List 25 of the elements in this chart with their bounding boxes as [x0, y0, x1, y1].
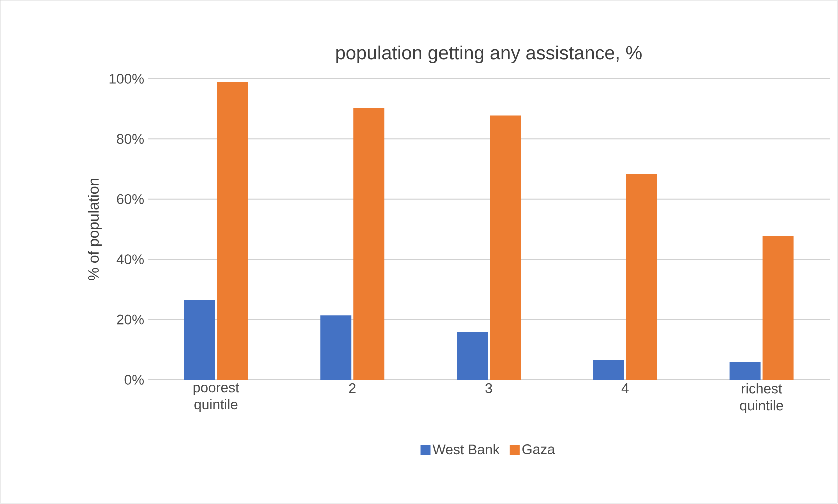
x-tick-label: 3 [486, 383, 492, 394]
bar [320, 316, 352, 380]
bar [762, 236, 794, 380]
x-tick-label: 2 [349, 383, 356, 394]
y-tick-label: 0% [124, 375, 144, 385]
x-tick-label: 4 [622, 384, 629, 394]
y-tick-label: 80% [117, 134, 144, 144]
bar [593, 360, 624, 380]
bar [184, 300, 216, 380]
y-axis-title: % of population [88, 178, 102, 280]
y-tick-label: 40% [116, 254, 144, 265]
bar [730, 362, 761, 380]
x-tick-label: richest quintile [740, 384, 784, 414]
x-tick-label: poorest quintile [194, 384, 240, 412]
y-tick-label: 60% [117, 194, 144, 204]
legend-label: Gaza [522, 444, 556, 454]
bar [217, 82, 248, 380]
y-tick-label: 100% [110, 74, 144, 84]
chart-title: population getting any assistance, % [336, 46, 642, 64]
legend-label: West Bank [432, 444, 500, 455]
y-tick-label: 20% [117, 314, 144, 325]
bar [626, 174, 658, 380]
bar [457, 332, 488, 380]
bar [490, 116, 522, 380]
bar [354, 108, 385, 380]
